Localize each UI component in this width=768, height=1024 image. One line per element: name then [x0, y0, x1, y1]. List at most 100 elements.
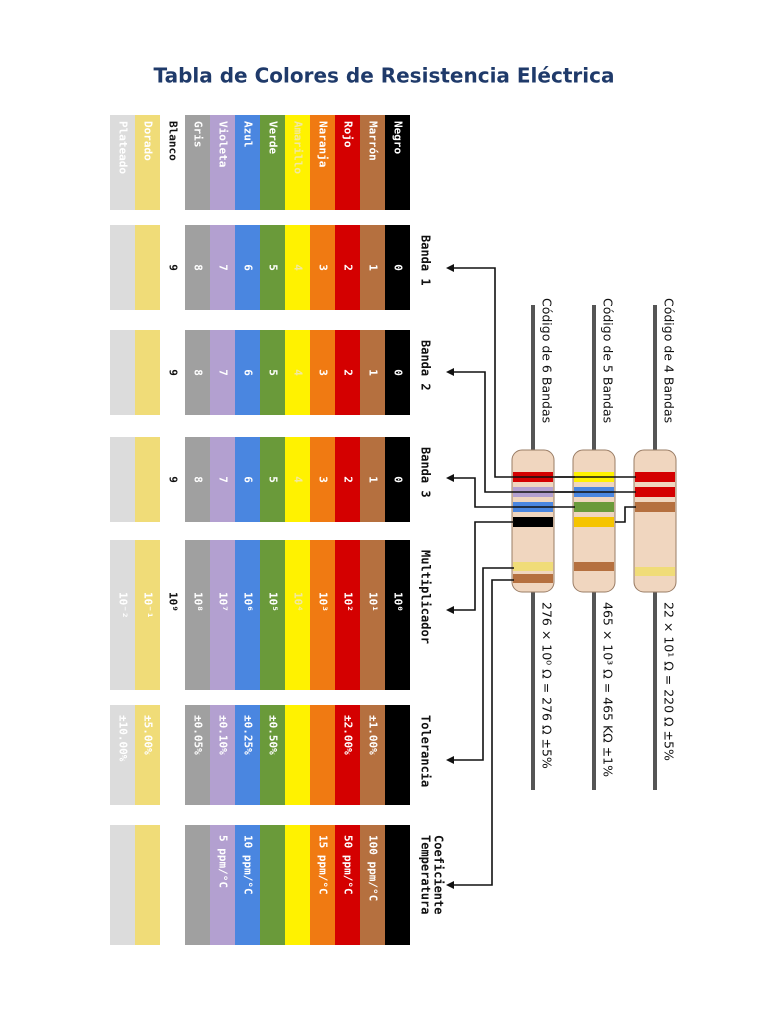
- cell-text: Gris: [192, 121, 205, 148]
- cell-text: 15 ppm/°C: [317, 835, 330, 895]
- cell: [135, 705, 160, 805]
- color-band: [513, 562, 553, 571]
- cell: [360, 825, 385, 945]
- cell-text: ±2.00%: [342, 715, 355, 755]
- cell: [235, 825, 260, 945]
- cell: [210, 225, 235, 310]
- arrow: [452, 521, 514, 611]
- cell: [110, 437, 135, 522]
- cell: [310, 330, 335, 415]
- cell: [160, 437, 185, 522]
- column-header: Banda 3: [419, 447, 433, 498]
- resistor-label: Código de 5 Bandas: [601, 298, 616, 423]
- cell-text: 10⁴: [292, 592, 305, 612]
- cell: [385, 115, 410, 210]
- cell: [210, 705, 235, 805]
- cell-text: 10²: [342, 592, 355, 612]
- cell: [135, 825, 160, 945]
- cell-text: 0: [392, 369, 405, 376]
- cell: [235, 705, 260, 805]
- cell-text: 50 ppm/°C: [342, 835, 355, 895]
- cell-text: 2: [342, 369, 355, 376]
- cell-text: 1: [367, 264, 380, 271]
- resistor: Código de 6 Bandas 276 × 10⁰ Ω = 276 Ω ±5…: [511, 298, 555, 790]
- resistors: Código de 4 Bandas 22 × 10¹ Ω = 220 Ω ±5%…: [446, 264, 677, 889]
- cell: [210, 330, 235, 415]
- cell: [185, 437, 210, 522]
- cell-text: Azul: [242, 121, 255, 148]
- cell: [110, 540, 135, 690]
- cell-text: Plateado: [117, 121, 130, 174]
- cell: [110, 330, 135, 415]
- cell: [285, 225, 310, 310]
- cell-text: 5: [267, 369, 280, 376]
- title: Tabla de Colores de Resistencia Eléctric…: [154, 64, 615, 88]
- cell: [360, 540, 385, 690]
- cell-text: 7: [217, 476, 230, 483]
- cell: [310, 705, 335, 805]
- cell: [385, 825, 410, 945]
- arrowheads: [446, 264, 454, 889]
- cell: [260, 705, 285, 805]
- cell: [185, 540, 210, 690]
- resistor: Código de 5 Bandas 465 × 10³ Ω = 465 KΩ ±…: [572, 298, 616, 790]
- cell: [310, 225, 335, 310]
- cell-text: 1: [367, 369, 380, 376]
- cell-text: 2: [342, 476, 355, 483]
- cell-text: 0: [392, 264, 405, 271]
- arrow: [452, 567, 514, 761]
- arrowhead: [446, 756, 454, 764]
- cell: [210, 437, 235, 522]
- cell: [360, 225, 385, 310]
- cell-text: Violeta: [217, 121, 230, 167]
- cell-text: 4: [292, 476, 305, 483]
- resistor: Código de 4 Bandas 22 × 10¹ Ω = 220 Ω ±5%: [633, 298, 677, 790]
- arrowhead: [446, 368, 454, 376]
- arrow: [452, 477, 575, 508]
- cell-text: 10⁹: [167, 592, 180, 612]
- column-header: Banda 1: [419, 235, 433, 286]
- cell: [360, 115, 385, 210]
- column-header: Multiplicador: [419, 550, 433, 644]
- cell: [160, 225, 185, 310]
- arrow: [452, 579, 514, 886]
- cell-text: Verde: [267, 121, 280, 154]
- cell-text: 6: [242, 369, 255, 376]
- cell: [110, 115, 135, 210]
- resistor-label: Código de 6 Bandas: [540, 298, 555, 423]
- cell: [310, 115, 335, 210]
- cell-text: ±0.50%: [267, 715, 280, 755]
- cell: [335, 115, 360, 210]
- cell: [135, 225, 160, 310]
- cell-text: Amarillo: [292, 121, 305, 174]
- cell-text: 9: [167, 369, 180, 376]
- cell: [210, 540, 235, 690]
- cell: [160, 705, 185, 805]
- cell-text: Marrón: [367, 121, 380, 161]
- cell: [135, 115, 160, 210]
- cell: [235, 540, 260, 690]
- arrowhead: [446, 474, 454, 482]
- cell-text: 2: [342, 264, 355, 271]
- cell: [110, 825, 135, 945]
- cell-text: Naranja: [317, 121, 330, 167]
- cell: [185, 330, 210, 415]
- cell-text: 1: [367, 476, 380, 483]
- resistor-label: Código de 4 Bandas: [662, 298, 677, 423]
- color-band: [635, 472, 675, 482]
- cell-text: 9: [167, 264, 180, 271]
- cell-text: ±0.05%: [192, 715, 205, 755]
- color-band: [513, 574, 553, 583]
- cell: [310, 437, 335, 522]
- cell: [335, 437, 360, 522]
- cell: [235, 330, 260, 415]
- cell: [335, 225, 360, 310]
- cell: [285, 540, 310, 690]
- cell-text: Negro: [392, 121, 405, 154]
- cell-text: 10⁷: [217, 592, 230, 612]
- cell: [385, 705, 410, 805]
- cell: [160, 825, 185, 945]
- cell: [260, 225, 285, 310]
- cell-text: 10³: [317, 592, 330, 612]
- cell-text: 8: [192, 264, 205, 271]
